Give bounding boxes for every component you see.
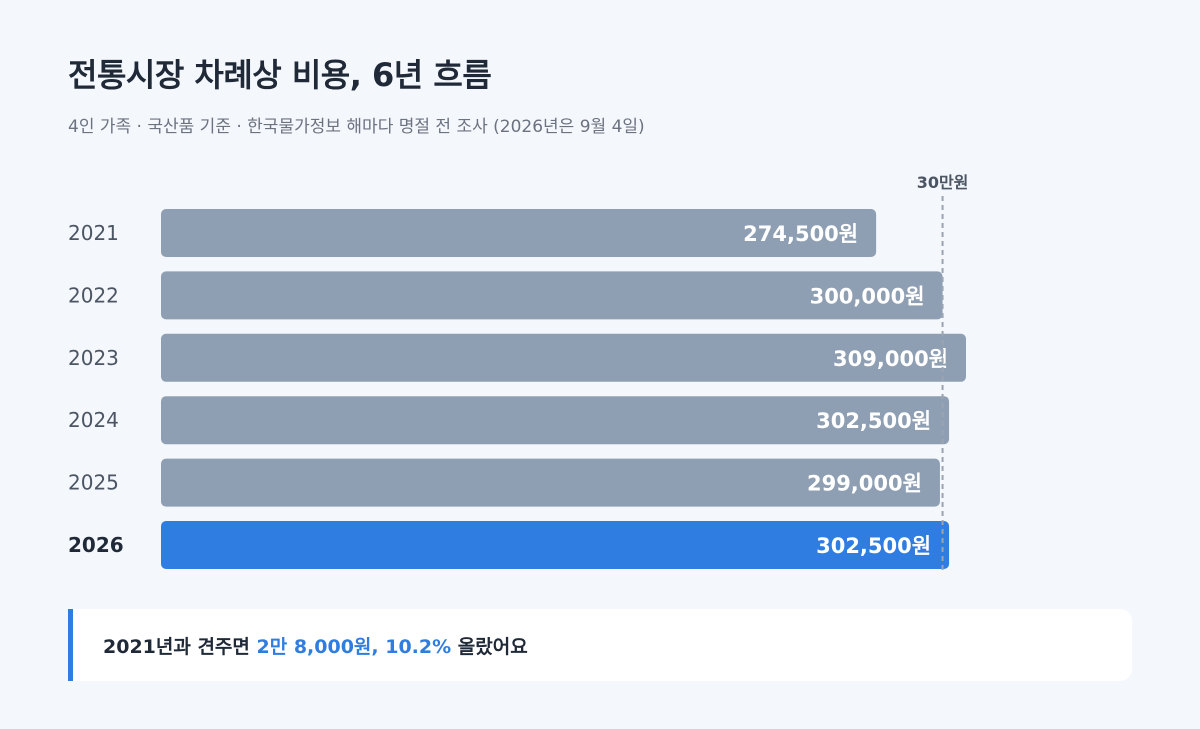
bar — [161, 333, 966, 382]
data-label: 302,500원 — [816, 409, 931, 433]
data-label: 299,000원 — [807, 472, 922, 496]
data-label: 300,000원 — [810, 284, 925, 308]
category-label: 2026 — [68, 533, 124, 557]
bar-highlight — [161, 521, 950, 569]
category-label: 2025 — [68, 471, 119, 495]
data-label: 302,500원 — [816, 534, 931, 558]
chart-subtitle: 4인 가족 · 국산품 기준 · 한국물가정보 해마다 명절 전 조사 (202… — [68, 117, 645, 137]
callout-highlight: 2만 8,000원, 10.2% — [256, 635, 452, 658]
reference-line-label: 30만원 — [917, 173, 969, 192]
data-label: 274,500원 — [743, 222, 858, 246]
bar-chart: 2021 274,500원 2022 300,000원 2023 309,000원 2024… — [68, 173, 969, 573]
callout-suffix: 올랐어요 — [451, 635, 528, 658]
callout-prefix: 2021년과 견주면 — [103, 635, 257, 658]
category-label: 2024 — [68, 408, 119, 432]
category-label: 2022 — [68, 283, 119, 307]
chart-title: 전통시장 차례상 비용, 6년 흐름 — [68, 56, 492, 94]
bar — [161, 271, 943, 320]
category-label: 2023 — [68, 346, 119, 370]
bar — [161, 458, 940, 507]
bar — [161, 396, 950, 445]
bar — [161, 209, 877, 257]
data-label: 309,000원 — [833, 347, 948, 371]
category-label: 2021 — [68, 221, 119, 245]
summary-callout: 2021년과 견주면 2만 8,000원, 10.2% 올랐어요 — [68, 609, 1132, 681]
